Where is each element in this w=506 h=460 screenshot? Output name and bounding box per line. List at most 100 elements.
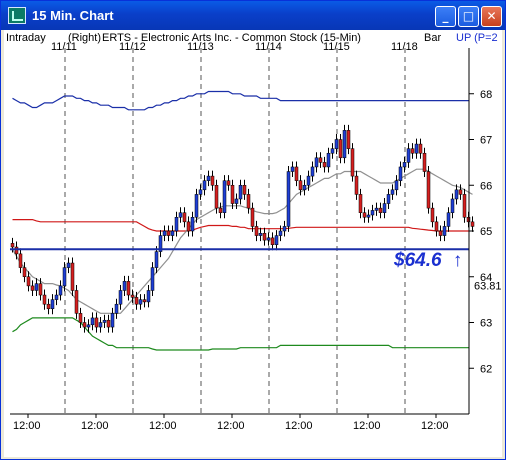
- candle[interactable]: [254, 226, 259, 236]
- candle[interactable]: [198, 189, 203, 195]
- candle[interactable]: [274, 235, 279, 245]
- candle[interactable]: [58, 285, 63, 296]
- candle[interactable]: [202, 180, 207, 191]
- candle[interactable]: [262, 233, 267, 241]
- candle[interactable]: [226, 180, 231, 186]
- candle[interactable]: [222, 180, 227, 213]
- candle[interactable]: [310, 166, 315, 177]
- candle[interactable]: [154, 251, 159, 268]
- candle[interactable]: [86, 324, 91, 328]
- candle[interactable]: [414, 143, 419, 154]
- candle[interactable]: [182, 212, 187, 223]
- chart-app-icon[interactable]: [8, 7, 26, 24]
- candle[interactable]: [334, 139, 339, 149]
- candle[interactable]: [26, 276, 31, 287]
- candle[interactable]: [110, 313, 115, 328]
- candle[interactable]: [442, 226, 447, 236]
- candle[interactable]: [162, 230, 167, 236]
- candle[interactable]: [406, 148, 411, 163]
- candle[interactable]: [354, 175, 359, 195]
- candle[interactable]: [330, 148, 335, 154]
- maximize-button[interactable]: □: [458, 6, 479, 27]
- candle[interactable]: [434, 221, 439, 232]
- candle[interactable]: [378, 207, 383, 213]
- candle[interactable]: [106, 319, 111, 328]
- candle[interactable]: [210, 175, 215, 186]
- candle[interactable]: [446, 212, 451, 227]
- candle[interactable]: [382, 203, 387, 213]
- candle[interactable]: [418, 143, 423, 154]
- candle[interactable]: [298, 180, 303, 191]
- title-bar[interactable]: 15 Min. Chart _ □ ✕: [1, 1, 505, 30]
- candle[interactable]: [366, 214, 371, 218]
- candlestick-chart[interactable]: Intraday (Right) ERTS - Electronic Arts …: [4, 30, 502, 457]
- candle[interactable]: [146, 290, 151, 303]
- candle[interactable]: [250, 207, 255, 227]
- candle[interactable]: [410, 148, 415, 154]
- candle[interactable]: [158, 235, 163, 252]
- candle[interactable]: [230, 185, 235, 204]
- candle[interactable]: [322, 162, 327, 168]
- candle[interactable]: [38, 283, 43, 296]
- candle[interactable]: [10, 243, 15, 248]
- candle[interactable]: [18, 253, 23, 268]
- candle[interactable]: [470, 221, 475, 227]
- candle[interactable]: [242, 185, 247, 195]
- candle[interactable]: [462, 194, 467, 218]
- candle[interactable]: [362, 212, 367, 218]
- candle[interactable]: [166, 230, 171, 236]
- candle[interactable]: [62, 267, 67, 287]
- candle[interactable]: [422, 152, 427, 172]
- candle[interactable]: [306, 175, 311, 186]
- candle[interactable]: [398, 166, 403, 181]
- candle[interactable]: [46, 303, 51, 310]
- candle[interactable]: [138, 299, 143, 305]
- candle[interactable]: [102, 319, 107, 323]
- candle[interactable]: [218, 207, 223, 213]
- candle[interactable]: [178, 212, 183, 218]
- candle[interactable]: [66, 262, 71, 268]
- candle[interactable]: [186, 221, 191, 232]
- candle[interactable]: [190, 217, 195, 232]
- candle[interactable]: [70, 262, 75, 291]
- candle[interactable]: [78, 313, 83, 323]
- candle[interactable]: [42, 294, 47, 305]
- candle[interactable]: [314, 157, 319, 168]
- candle[interactable]: [346, 130, 351, 149]
- candle[interactable]: [294, 166, 299, 181]
- candle[interactable]: [358, 194, 363, 213]
- candle[interactable]: [326, 152, 331, 168]
- candle[interactable]: [234, 198, 239, 204]
- candle[interactable]: [74, 290, 79, 314]
- candle[interactable]: [286, 171, 291, 227]
- candle[interactable]: [82, 322, 87, 328]
- candle[interactable]: [426, 171, 431, 209]
- candle[interactable]: [390, 189, 395, 195]
- candle[interactable]: [114, 303, 119, 314]
- candle[interactable]: [394, 180, 399, 191]
- candle[interactable]: [266, 237, 271, 241]
- candle[interactable]: [118, 290, 123, 305]
- candle[interactable]: [258, 233, 263, 236]
- candle[interactable]: [238, 185, 243, 200]
- candle[interactable]: [342, 130, 347, 159]
- candle[interactable]: [54, 294, 59, 300]
- candle[interactable]: [450, 198, 455, 213]
- candle[interactable]: [174, 217, 179, 232]
- candle[interactable]: [386, 194, 391, 204]
- chart-area[interactable]: Intraday (Right) ERTS - Electronic Arts …: [4, 30, 502, 457]
- candle[interactable]: [246, 194, 251, 209]
- candle[interactable]: [338, 139, 343, 159]
- candle[interactable]: [194, 194, 199, 218]
- candle[interactable]: [318, 157, 323, 163]
- candle[interactable]: [150, 267, 155, 291]
- candle[interactable]: [90, 317, 95, 326]
- candle[interactable]: [278, 230, 283, 236]
- candle[interactable]: [206, 175, 211, 181]
- candle[interactable]: [50, 299, 55, 310]
- candle[interactable]: [94, 317, 99, 328]
- candle[interactable]: [458, 189, 463, 195]
- candle[interactable]: [122, 281, 127, 291]
- candle[interactable]: [270, 237, 275, 245]
- candle[interactable]: [130, 294, 135, 298]
